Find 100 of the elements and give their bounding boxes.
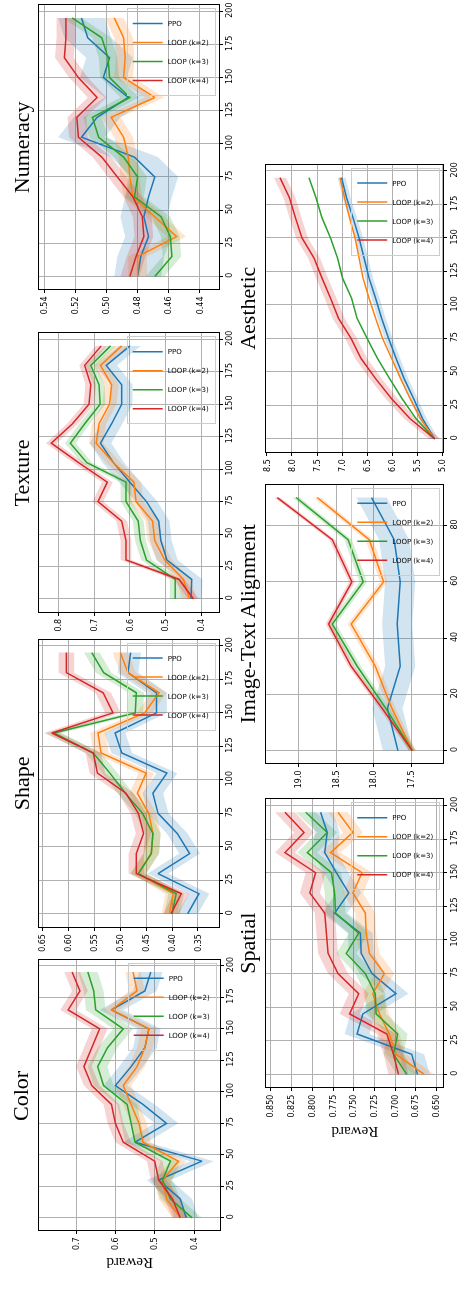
y-tick-label: 60 [449,575,459,586]
x-tick-label: 6.0 [387,459,397,472]
text: Texture [8,439,34,507]
y-tick-label: 0 [226,1214,236,1220]
text: Shape [8,756,34,811]
x-tick-label: 5.0 [437,459,447,472]
y-tick-label: 50 [225,203,235,215]
y-tick-label: 125 [449,262,459,278]
y-tick-label: 50 [225,527,235,538]
y-tick-label: 75 [225,807,235,818]
y-tick-label: 175 [449,195,459,211]
y-tick-label: 0 [449,746,459,752]
y-tick-label: 40 [449,631,459,642]
y-tick-label: 25 [225,560,235,571]
x-tick-label: 0.50 [115,934,125,952]
text: Color [8,1070,34,1121]
x-tick-label: 19.0 [293,770,303,789]
y-tick-label: 200 [226,956,236,973]
x-tick-label: 0.65 [38,934,48,952]
x-tick-label: 0.650 [432,1094,442,1118]
y-tick-label: 0 [225,272,235,278]
x-tick-label: 8.0 [287,459,297,472]
x-tick-label: 5.5 [412,459,422,472]
y-tick-label: 200 [225,2,235,18]
x-tick-label: 18.5 [331,770,341,789]
x-tick-label: 17.5 [407,770,417,789]
x-tick-label: 0.54 [39,296,49,315]
x-tick-label: 0.48 [133,296,143,315]
x-tick-label: 0.8 [53,618,63,632]
x-tick-label: 0.700 [390,1094,400,1118]
x-axis-title: Reward [330,1123,379,1140]
x-tick-label: 0.750 [349,1094,359,1118]
y-tick-label: 200 [225,637,235,653]
y-tick-label: 125 [226,1051,236,1067]
y-tick-label: 50 [226,1148,236,1159]
y-tick-label: 175 [225,363,235,379]
y-tick-label: 200 [449,796,459,812]
y-tick-label: 175 [225,35,235,51]
x-tick-label: 0.675 [411,1094,421,1118]
y-tick-label: 80 [449,519,459,530]
x-tick-label: 0.725 [370,1094,380,1118]
y-tick-label: 175 [449,830,459,846]
x-tick-label: 0.45 [141,934,151,952]
y-tick-label: 50 [225,840,235,851]
x-tick-label: 0.6 [125,618,135,632]
y-tick-label: 50 [449,365,459,376]
y-tick-label: 0 [225,595,235,601]
y-tick-label: 175 [225,670,235,686]
y-tick-label: 25 [449,1034,459,1045]
text: Numeracy [8,101,34,194]
y-tick-label: 20 [449,688,459,699]
y-tick-label: 75 [225,495,235,506]
y-tick-label: 150 [225,704,235,720]
x-tick-label: 0.850 [266,1094,276,1118]
x-tick-label: 0.46 [164,296,174,315]
x-tick-label: 0.775 [328,1094,338,1118]
y-tick-label: 100 [449,931,459,947]
x-tick-label: 7.0 [337,459,347,472]
x-tick-label: 7.5 [312,459,322,472]
x-tick-label: 0.60 [64,934,74,952]
y-tick-label: 175 [226,988,236,1004]
y-tick-label: 100 [226,1082,236,1099]
y-tick-label: 0 [449,1070,459,1076]
y-tick-label: 125 [449,897,459,913]
y-tick-label: 25 [225,874,235,885]
x-tick-label: 0.5 [161,618,171,632]
text: Aesthetic [235,266,261,350]
y-tick-label: 150 [449,863,459,880]
y-tick-label: 25 [449,399,459,410]
y-tick-label: 25 [226,1180,236,1191]
y-tick-label: 0 [449,435,459,441]
x-tick-label: 0.4 [189,1237,199,1251]
x-tick-label: 0.6 [110,1237,120,1251]
x-axis-title: Reward [105,1255,154,1272]
y-tick-label: 150 [225,395,235,411]
text: Spatial [235,912,261,974]
x-tick-label: 0.7 [71,1237,81,1251]
x-tick-label: 0.52 [70,296,80,315]
y-tick-label: 200 [225,330,235,346]
x-tick-label: 0.55 [89,934,99,952]
y-tick-label: 50 [449,1000,459,1012]
x-tick-label: 0.825 [287,1094,297,1118]
x-tick-label: 0.5 [150,1237,160,1251]
y-tick-label: 150 [449,229,459,245]
y-tick-label: 125 [225,737,235,753]
y-tick-label: 125 [225,101,235,118]
x-tick-label: 6.5 [362,459,372,472]
x-tick-label: 0.7 [89,618,99,632]
y-tick-label: 100 [225,460,235,476]
y-tick-label: 75 [449,967,459,978]
y-tick-label: 0 [225,910,235,916]
x-tick-label: 8.5 [262,459,272,472]
x-tick-label: 0.35 [193,934,203,952]
y-tick-label: 200 [449,162,459,178]
y-tick-label: 150 [226,1019,236,1036]
y-tick-label: 25 [225,236,235,248]
x-tick-label: 0.4 [197,618,207,632]
y-tick-label: 75 [225,170,235,181]
y-tick-label: 125 [225,427,235,444]
x-tick-label: 0.40 [167,934,177,952]
